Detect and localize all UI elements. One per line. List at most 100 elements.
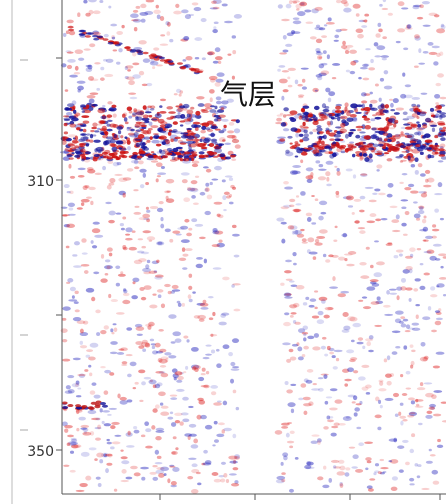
texture-dot: [111, 155, 118, 159]
texture-dot: [188, 67, 195, 71]
texture-dot: [165, 178, 175, 184]
texture-dot: [172, 331, 181, 337]
texture-dot: [400, 420, 404, 426]
texture-dot: [91, 31, 101, 36]
texture-dot: [370, 281, 377, 285]
texture-dot: [358, 442, 365, 447]
texture-dot: [159, 124, 166, 128]
texture-dot: [276, 475, 286, 480]
texture-dot: [181, 9, 189, 14]
texture-dot: [127, 132, 136, 136]
texture-dot: [291, 0, 300, 3]
texture-dot: [160, 356, 169, 360]
texture-dot: [329, 286, 338, 289]
texture-dot: [332, 465, 337, 469]
texture-dot: [66, 190, 71, 194]
texture-dot: [79, 331, 89, 337]
texture-dot: [386, 355, 391, 361]
texture-dot: [308, 112, 313, 118]
texture-dot: [72, 357, 81, 361]
texture-dot: [191, 468, 200, 474]
texture-dot: [216, 242, 225, 248]
texture-dot: [216, 363, 222, 369]
texture-dot: [182, 267, 188, 270]
texture-dot: [348, 131, 354, 135]
texture-dot: [104, 259, 111, 263]
texture-dot: [120, 271, 124, 275]
texture-dot: [389, 292, 398, 295]
texture-dot: [410, 364, 414, 369]
texture-dot: [409, 483, 415, 486]
texture-dot: [168, 314, 177, 319]
texture-dot: [382, 36, 387, 40]
texture-dot: [95, 417, 101, 421]
texture-dot: [395, 345, 401, 349]
texture-dot: [274, 430, 283, 435]
texture-dot: [289, 225, 298, 230]
texture-dot: [226, 98, 234, 103]
texture-dot: [208, 75, 218, 81]
texture-dot: [126, 168, 134, 172]
texture-dot: [96, 452, 104, 458]
texture-dot: [438, 277, 446, 280]
texture-dot: [216, 116, 222, 120]
texture-dot: [428, 406, 435, 410]
texture-dot: [420, 341, 426, 347]
texture-dot: [325, 21, 335, 25]
texture-dot: [187, 476, 194, 480]
texture-dot: [298, 95, 304, 99]
texture-dot: [318, 27, 326, 31]
texture-dot: [155, 371, 164, 374]
texture-dot: [387, 182, 394, 188]
texture-dot: [392, 98, 399, 104]
texture-dot: [284, 293, 292, 296]
texture-dot: [150, 343, 156, 346]
texture-dot: [232, 366, 240, 369]
texture-dot: [65, 385, 71, 390]
texture-dot: [416, 475, 421, 479]
texture-dot: [225, 156, 232, 160]
texture-dot: [361, 103, 365, 109]
texture-dot: [193, 364, 201, 370]
texture-dot: [399, 402, 404, 406]
texture-dot: [125, 227, 133, 233]
texture-dot: [359, 152, 363, 157]
texture-dot: [358, 76, 362, 80]
texture-dot: [339, 482, 343, 487]
texture-dot: [336, 471, 346, 476]
texture-dot: [182, 253, 189, 257]
texture-dot: [382, 470, 387, 474]
texture-dot: [188, 457, 197, 460]
texture-dot: [302, 396, 311, 401]
texture-dot: [318, 168, 327, 171]
texture-dot: [109, 178, 116, 184]
texture-dot: [326, 113, 333, 117]
texture-dot: [194, 37, 203, 41]
texture-dot: [150, 150, 155, 154]
texture-dot: [165, 21, 170, 26]
texture-dot: [344, 102, 349, 108]
texture-dot: [188, 13, 195, 17]
texture-dot: [432, 243, 442, 247]
texture-dot: [405, 370, 411, 375]
texture-dot: [374, 152, 383, 155]
texture-dot: [194, 136, 198, 139]
texture-dot: [160, 223, 165, 229]
texture-dot: [145, 264, 150, 270]
texture-dot: [157, 294, 162, 299]
texture-dot: [281, 95, 285, 101]
texture-dot: [223, 473, 228, 478]
texture-dot: [350, 339, 355, 343]
texture-dot: [300, 151, 308, 156]
texture-dot: [368, 153, 373, 159]
texture-dot: [303, 345, 309, 350]
texture-dot: [148, 115, 153, 118]
texture-dot: [108, 210, 116, 216]
texture-dot: [401, 222, 407, 227]
texture-dot: [181, 247, 186, 252]
texture-dot: [66, 111, 73, 116]
texture-dot: [77, 85, 84, 91]
texture-dot: [415, 303, 420, 307]
texture-dot: [100, 77, 105, 81]
texture-dot: [421, 218, 427, 224]
